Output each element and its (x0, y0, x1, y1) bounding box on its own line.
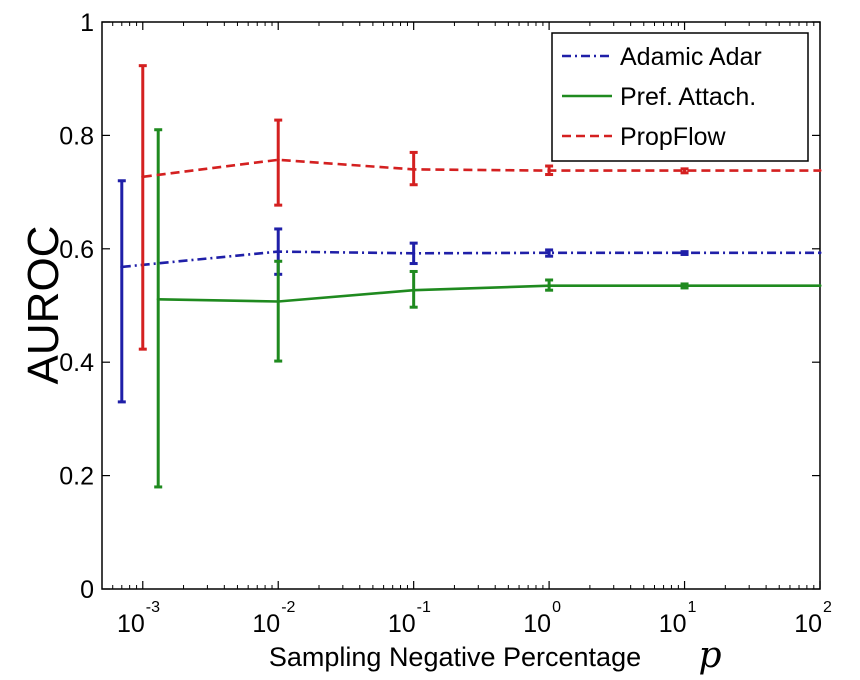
x-tick-exponent: -2 (281, 599, 295, 616)
data-point (412, 167, 416, 171)
data-point (683, 284, 687, 288)
y-tick-label: 0 (80, 576, 94, 604)
y-tick-label: 0.6 (59, 236, 94, 264)
legend-label: Pref. Attach. (620, 83, 756, 111)
data-point (818, 284, 822, 288)
x-tick-exponent: -1 (417, 599, 431, 616)
data-point (156, 297, 160, 301)
series-line (142, 158, 820, 179)
y-tick-label: 0.4 (59, 349, 94, 377)
x-tick-label: 10 (794, 610, 822, 638)
x-tick-label: 10 (523, 610, 551, 638)
data-point (141, 175, 145, 179)
x-tick-exponent: 2 (823, 599, 832, 616)
data-point (276, 158, 280, 162)
data-point (547, 251, 551, 255)
x-axis-title: Sampling Negative Percentage (269, 642, 641, 672)
x-tick-label: 10 (659, 610, 687, 638)
x-tick-exponent: -3 (146, 599, 160, 616)
axis-ticks (101, 21, 821, 590)
data-point (683, 251, 687, 255)
series-layer (117, 64, 822, 489)
y-tick-label: 0.2 (59, 463, 94, 491)
x-tick-exponent: 1 (688, 599, 697, 616)
series-propflow (138, 64, 822, 351)
data-point (547, 169, 551, 173)
data-point (818, 169, 822, 173)
data-point (683, 169, 687, 173)
x-axis-variable: p (698, 635, 721, 676)
series-pref-attach (154, 128, 822, 489)
y-tick-label: 0.8 (59, 122, 94, 150)
data-point (818, 251, 822, 255)
data-point (276, 300, 280, 304)
series-line (158, 284, 820, 303)
data-point (276, 250, 280, 254)
series-adamic-adar (117, 179, 822, 404)
x-tick-label: 10 (252, 610, 280, 638)
data-point (412, 288, 416, 292)
legend-label: Adamic Adar (620, 43, 762, 71)
legend-label: PropFlow (620, 123, 727, 151)
data-point (547, 284, 551, 288)
data-point (412, 251, 416, 255)
x-tick-exponent: 0 (552, 599, 561, 616)
y-tick-label: 1 (80, 9, 94, 37)
x-tick-label: 10 (117, 610, 145, 638)
data-point (120, 265, 124, 269)
y-axis-title: AUROC (19, 226, 68, 385)
legend: Adamic Adar Pref. Attach. PropFlow (551, 32, 809, 162)
x-tick-label: 10 (388, 610, 416, 638)
